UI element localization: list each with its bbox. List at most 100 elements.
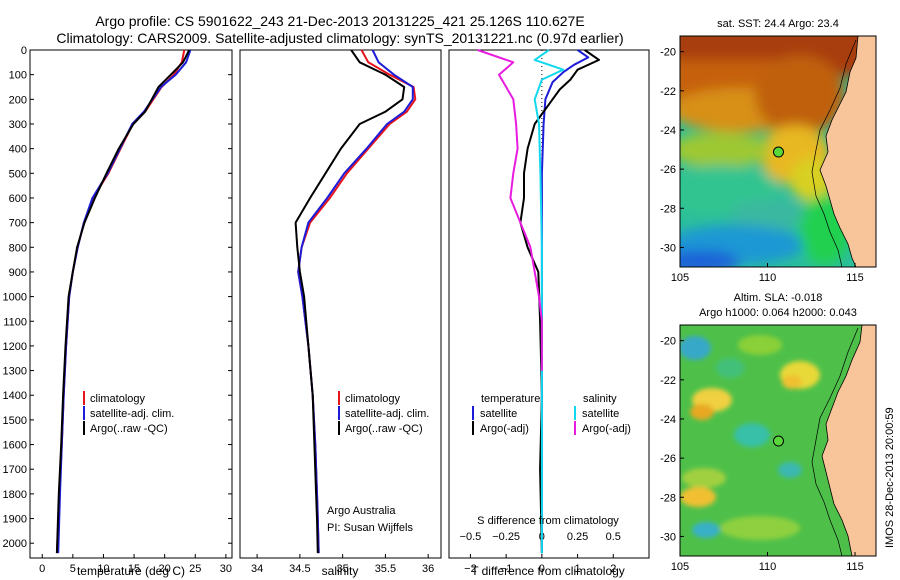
temperature-xlabel: temperature (deg C) xyxy=(77,564,185,578)
temp-ytick-label: 100 xyxy=(9,70,27,82)
difference-panel xyxy=(448,49,650,559)
temperature-panel xyxy=(29,49,233,559)
sla-ytick-label: -26 xyxy=(660,453,676,465)
sla-ytick-label: -22 xyxy=(660,375,676,387)
temperature-legend: climatology satellite-adj. clim. Argo(..… xyxy=(83,391,174,435)
temp-ytick-label: 400 xyxy=(9,144,27,156)
sla-argo-marker xyxy=(772,435,784,447)
sst-ytick-label: -24 xyxy=(660,125,676,137)
diff-xtick-label: 1 xyxy=(575,563,581,575)
diff-xtick-label: −2 xyxy=(464,563,477,575)
legend-argo-label: Argo(..raw -QC) xyxy=(90,423,168,435)
sst-argo-marker xyxy=(772,146,784,158)
sal-xtick-label: 34 xyxy=(251,563,263,575)
sla-ytick-label: -20 xyxy=(660,336,676,348)
sst-xtick-label: 105 xyxy=(671,272,689,284)
temp-xtick-label: 20 xyxy=(159,563,171,575)
header-line1: Argo profile: CS 5901622_243 21-Dec-2013… xyxy=(95,13,584,29)
temp-ytick-label: 1600 xyxy=(3,440,27,452)
sal-legend-argo-label: Argo(..raw -QC) xyxy=(345,423,423,435)
sst-blobs xyxy=(680,36,876,267)
sst-xtick-label: 115 xyxy=(846,272,864,284)
diff-xtick-label: 0 xyxy=(539,563,545,575)
sla-xtick-label: 115 xyxy=(846,561,864,573)
sla-blobs xyxy=(680,335,820,540)
sst-coastline xyxy=(819,36,859,267)
diff-stick-label: 0.5 xyxy=(606,531,621,543)
temp-ytick-label: 0 xyxy=(21,45,27,57)
diff-series-temperature-argo-adj- xyxy=(519,49,600,554)
temp-ytick-label: 2000 xyxy=(3,538,27,550)
sla-ytick-label: -24 xyxy=(660,414,676,426)
temp-ytick-label: 500 xyxy=(9,168,27,180)
temp-ytick-label: 1100 xyxy=(3,316,27,328)
temp-xtick-label: 5 xyxy=(70,563,76,575)
diff-legend-salinity-title: salinity xyxy=(583,393,617,405)
temp-ytick-label: 1700 xyxy=(3,464,27,476)
diff-xtick-label: 2 xyxy=(610,563,616,575)
temp-xtick-label: 30 xyxy=(220,563,232,575)
difference-top-xlabel: S difference from climatology xyxy=(477,515,619,527)
diff-series-salinity-argo-adj- xyxy=(477,49,543,371)
salinity-legend: climatology satellite-adj. clim. Argo(..… xyxy=(338,391,429,435)
sla-xtick-label: 110 xyxy=(759,561,777,573)
sla-isobath xyxy=(811,327,859,556)
sal-legend-satellite-label: satellite-adj. clim. xyxy=(345,408,429,420)
sst-map-axes: 105 110 115 -20 -22 -24 -26 -28 -30 xyxy=(660,47,864,284)
difference-xlabel: T difference from climatology xyxy=(471,564,625,578)
temp-xtick-label: 0 xyxy=(39,563,45,575)
sla-ytick-label: -30 xyxy=(660,531,676,543)
temp-ytick-label: 900 xyxy=(9,267,27,279)
difference-legend: temperature salinity satellite Argo(-adj… xyxy=(472,393,631,435)
sla-map-subtitle: Argo h1000: 0.064 h2000: 0.043 xyxy=(699,307,857,319)
sal-series-argo-raw-qc- xyxy=(294,49,406,554)
sst-ytick-label: -22 xyxy=(660,86,676,98)
sst-ytick-label: -28 xyxy=(660,203,676,215)
sst-ytick-label: -26 xyxy=(660,164,676,176)
sal-xtick-label: 35.5 xyxy=(375,563,396,575)
sst-land xyxy=(820,36,876,267)
salinity-xlabel: salinity xyxy=(322,564,359,578)
sla-map-axes: 105 110 115 -20 -22 -24 -26 -28 -30 xyxy=(660,336,864,573)
temp-ytick-label: 300 xyxy=(9,119,27,131)
sla-map-title: Altim. SLA: -0.018 xyxy=(734,292,823,304)
temp-ytick-label: 1000 xyxy=(3,292,27,304)
salinity-panel xyxy=(239,49,442,559)
salinity-annotation-line1: Argo Australia xyxy=(327,505,396,517)
legend-climatology-label: climatology xyxy=(90,393,146,405)
diff-stick-label: 0.25 xyxy=(567,531,588,543)
temp-xtick-label: 15 xyxy=(128,563,140,575)
sst-ytick-label: -20 xyxy=(660,47,676,59)
sal-legend-climatology-label: climatology xyxy=(345,393,401,405)
sla-xtick-label: 105 xyxy=(671,561,689,573)
temp-xtick-label: 10 xyxy=(97,563,109,575)
temp-ytick-label: 1300 xyxy=(3,366,27,378)
sla-ytick-label: -28 xyxy=(660,492,676,504)
watermark: IMOS 28-Dec-2013 20:00:59 xyxy=(884,407,896,548)
diff-xtick-label: −1 xyxy=(500,563,513,575)
sal-xtick-label: 35 xyxy=(337,563,349,575)
temp-ytick-label: 1800 xyxy=(3,489,27,501)
diff-legend-t-argo-label: Argo(-adj) xyxy=(480,423,529,435)
difference-plot: −2 −1 0 1 2−0.5 −0.25 0 0.25 0.5 xyxy=(460,49,621,575)
diff-legend-t-satellite-label: satellite xyxy=(480,408,517,420)
temp-ytick-label: 1400 xyxy=(3,390,27,402)
sla-map-frame xyxy=(679,324,877,557)
salinity-annotation-line2: PI: Susan Wijffels xyxy=(327,522,413,534)
sst-xtick-label: 110 xyxy=(759,272,777,284)
temp-ytick-label: 1500 xyxy=(3,415,27,427)
sal-xtick-label: 34.5 xyxy=(289,563,310,575)
diff-series-salinity-satellite xyxy=(533,49,565,554)
temp-ytick-label: 200 xyxy=(9,94,27,106)
salinity-plot: 34 34.5 35 35.5 36 xyxy=(251,49,434,575)
sal-xtick-label: 36 xyxy=(422,563,434,575)
sst-map-title: sat. SST: 24.4 Argo: 23.4 xyxy=(717,18,839,30)
diff-legend-s-satellite-label: satellite xyxy=(582,408,619,420)
temp-ytick-label: 600 xyxy=(9,193,27,205)
diff-legend-s-argo-label: Argo(-adj) xyxy=(582,423,631,435)
header-line2: Climatology: CARS2009. Satellite-adjuste… xyxy=(56,30,623,46)
sst-isobath xyxy=(811,39,857,267)
sla-coastline xyxy=(821,325,863,556)
sla-land xyxy=(822,325,876,556)
